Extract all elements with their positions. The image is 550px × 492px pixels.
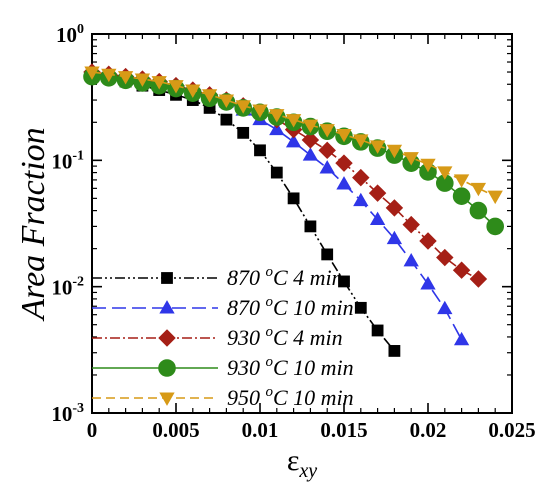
y-tick-label: 10-2	[51, 275, 84, 300]
data-point-diamond	[436, 248, 454, 267]
data-point-triangle-down	[353, 134, 369, 148]
plot-axes: 100 10-1 10-2 10-30 0.005 0.01 0.015 0.02 0.025	[51, 22, 535, 442]
data-point-circle	[158, 359, 176, 377]
data-point-triangle-down	[218, 94, 235, 108]
data-point-triangle-up	[302, 147, 319, 161]
data-point-diamond	[419, 232, 437, 250]
axis-labels: εxy Area Fraction	[15, 127, 317, 482]
data-point-triangle-down	[201, 89, 218, 103]
plot-frame	[91, 33, 513, 414]
data-point-diamond	[158, 329, 176, 347]
data-point-triangle-down	[386, 144, 403, 159]
data-point-triangle-down	[252, 104, 268, 118]
data-point-triangle-down	[319, 124, 335, 138]
x-axis-title: εxy	[287, 444, 317, 482]
y-axis-title: Area Fraction	[15, 127, 52, 321]
series-4	[83, 67, 505, 236]
data-point-triangle-down	[168, 80, 184, 94]
legend-label: 870 oC 4 min	[227, 264, 343, 290]
legend-item: 930 oC 10 min	[92, 354, 354, 380]
data-point-square	[304, 220, 317, 233]
data-point-square	[220, 113, 233, 126]
data-point-diamond	[318, 141, 336, 160]
data-point-triangle-up	[420, 276, 436, 290]
legend-label: 950 oC 10 min	[227, 384, 354, 410]
data-point-triangle-down	[470, 182, 487, 197]
legend-label: 930 oC 4 min	[227, 324, 343, 350]
data-point-circle	[452, 187, 471, 206]
data-point-triangle-up	[453, 331, 470, 346]
x-tick-label: 0.025	[488, 418, 535, 442]
data-point-triangle-down	[437, 166, 453, 180]
legend-item: 870 oC 10 min	[92, 294, 354, 320]
data-point-triangle-down	[403, 152, 419, 166]
data-point-circle	[469, 201, 488, 220]
data-point-triangle-down	[453, 174, 470, 188]
data-point-diamond	[352, 168, 370, 187]
y-tick-label: 10-1	[51, 148, 84, 173]
data-point-triangle-down	[101, 68, 117, 83]
data-point-triangle-up	[336, 176, 352, 190]
data-point-triangle-down	[369, 140, 386, 154]
data-point-triangle-down	[285, 114, 302, 128]
data-point-square	[354, 301, 367, 314]
data-point-triangle-up	[386, 230, 403, 245]
data-point-triangle-down	[84, 66, 100, 80]
data-point-triangle-up	[159, 300, 175, 314]
data-point-square	[338, 275, 350, 288]
data-point-square	[254, 144, 266, 157]
data-point-diamond	[402, 215, 420, 234]
y-tick-label: 100	[56, 22, 84, 47]
series-5	[84, 66, 503, 205]
data-point-square	[237, 126, 250, 139]
data-point-circle	[486, 217, 505, 236]
x-tick-label: 0	[87, 418, 98, 442]
data-point-square	[287, 192, 300, 205]
data-point-square	[371, 324, 384, 337]
legend-item: 870 oC 4 min	[92, 264, 343, 290]
data-point-diamond	[385, 199, 404, 217]
x-tick-label: 0.02	[410, 418, 447, 442]
data-point-triangle-down	[235, 100, 251, 114]
data-series	[83, 63, 505, 357]
data-point-diamond	[469, 270, 488, 288]
x-tick-label: 0.01	[242, 418, 279, 442]
data-point-triangle-down	[159, 392, 175, 406]
legend-item: 950 oC 10 min	[92, 384, 354, 410]
legend-label: 930 oC 10 min	[227, 354, 354, 380]
legend-item: 930 oC 4 min	[92, 324, 343, 350]
legend: 870 oC 4 min 870 oC 10 min 930 oC 4 min 930…	[92, 264, 354, 410]
data-point-triangle-down	[302, 119, 319, 133]
data-point-triangle-down	[134, 73, 151, 87]
data-point-triangle-down	[151, 76, 167, 90]
data-point-triangle-down	[269, 109, 285, 123]
data-point-triangle-up	[369, 211, 386, 226]
data-point-triangle-up	[319, 160, 335, 174]
data-point-triangle-up	[269, 121, 285, 136]
data-point-square	[161, 272, 173, 284]
data-point-square	[321, 248, 334, 261]
data-point-diamond	[335, 154, 353, 172]
data-point-triangle-up	[437, 300, 453, 315]
data-point-diamond	[301, 131, 320, 149]
data-point-diamond	[368, 184, 387, 202]
x-tick-label: 0.005	[152, 418, 199, 442]
data-point-triangle-up	[285, 133, 302, 148]
data-point-square	[388, 345, 401, 357]
data-point-triangle-down	[487, 190, 503, 205]
x-tick-label: 0.015	[320, 418, 367, 442]
data-point-triangle-down	[420, 158, 436, 173]
data-point-triangle-down	[117, 71, 134, 85]
data-point-square	[270, 166, 283, 179]
data-point-triangle-down	[185, 84, 201, 98]
legend-label: 870 oC 10 min	[227, 294, 354, 320]
data-point-triangle-down	[336, 129, 352, 143]
data-point-diamond	[452, 261, 471, 279]
y-tick-label: 10-3	[51, 401, 84, 426]
data-point-triangle-up	[353, 192, 369, 207]
data-point-triangle-up	[403, 253, 419, 267]
